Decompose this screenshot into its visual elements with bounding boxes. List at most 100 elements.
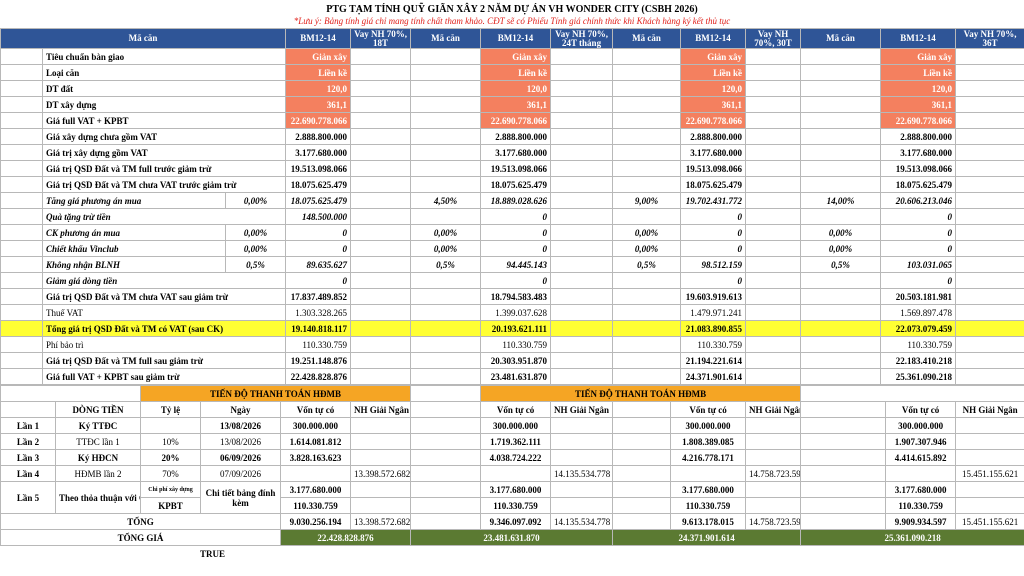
date: 07/09/2026 bbox=[200, 465, 281, 482]
row-label: Thuế VAT bbox=[41, 304, 287, 321]
value: 110.330.759 bbox=[880, 336, 957, 353]
value: 103.031.065 bbox=[880, 256, 957, 273]
value: 19.513.098.066 bbox=[880, 160, 957, 177]
bank-loan bbox=[550, 497, 614, 514]
blank bbox=[550, 160, 614, 177]
rate: KPBT bbox=[140, 497, 201, 514]
column-header: Vốn tự có bbox=[670, 401, 747, 418]
value: 20.503.181.981 bbox=[880, 288, 957, 305]
value: 19.140.818.117 bbox=[285, 320, 352, 337]
own-capital: 300.000.000 bbox=[670, 417, 747, 434]
value: 19.513.098.066 bbox=[480, 160, 552, 177]
column-header: Tỷ lệ bbox=[140, 401, 201, 418]
blank bbox=[955, 112, 1024, 129]
own-capital: 110.330.759 bbox=[280, 497, 351, 514]
value: 21.194.221.614 bbox=[680, 352, 747, 369]
row-number bbox=[0, 288, 43, 305]
rate bbox=[140, 417, 201, 434]
row: Giá full VAT + KPBT sau giảm trừ 22.428.8… bbox=[0, 368, 1024, 385]
blank bbox=[800, 481, 887, 498]
blank bbox=[350, 256, 412, 273]
value: 19.603.919.613 bbox=[680, 288, 747, 305]
value: 0 bbox=[680, 224, 747, 241]
bank-loan: 14.758.723.598 bbox=[745, 465, 802, 482]
row-number bbox=[0, 176, 43, 193]
percent bbox=[612, 176, 682, 193]
percent bbox=[410, 144, 482, 161]
bank-loan: 13.398.572.682 bbox=[349, 513, 412, 530]
row-label: Giá trị QSD Đất và TM full sau giảm trừ bbox=[41, 352, 287, 369]
row-number bbox=[0, 336, 43, 353]
bank-loan: 14.135.534.778 bbox=[550, 465, 614, 482]
percent bbox=[612, 80, 682, 97]
total-label: TỔNG bbox=[0, 513, 281, 530]
header-cell: BM12-14 bbox=[880, 28, 957, 49]
blank bbox=[745, 304, 802, 321]
value: 3.177.680.000 bbox=[680, 144, 747, 161]
value: 0 bbox=[480, 208, 552, 225]
blank bbox=[745, 96, 802, 113]
value: 18.075.625.479 bbox=[480, 176, 552, 193]
bank-loan bbox=[745, 481, 802, 498]
percent: 0,00% bbox=[224, 224, 287, 241]
value: 25.361.090.218 bbox=[880, 368, 957, 385]
percent bbox=[800, 96, 882, 113]
value: 3.177.680.000 bbox=[285, 144, 352, 161]
flow-name: HĐMB lần 2 bbox=[55, 465, 141, 482]
value: 1.399.037.628 bbox=[480, 304, 552, 321]
blank bbox=[612, 417, 672, 434]
header-cell: Vay NH 70%, 24T tháng bbox=[550, 28, 614, 49]
row: Giá xây dựng chưa gồm VAT 2.888.800.000 2.… bbox=[0, 128, 1024, 145]
percent: 0,00% bbox=[800, 240, 882, 257]
bank-loan bbox=[745, 417, 802, 434]
section-title: TIẾN ĐỘ THANH TOÁN HĐMB bbox=[480, 385, 802, 402]
own-capital bbox=[885, 465, 957, 482]
row-label: Giá full VAT + KPBT sau giảm trừ bbox=[41, 368, 287, 385]
blank bbox=[955, 48, 1024, 65]
row-number bbox=[0, 368, 43, 385]
step: Lần 3 bbox=[0, 449, 56, 466]
blank bbox=[612, 481, 672, 498]
value: 0 bbox=[480, 272, 552, 289]
value: 361,1 bbox=[680, 96, 747, 113]
bank-loan: 13.398.572.682 bbox=[349, 465, 412, 482]
blank bbox=[550, 96, 614, 113]
blank bbox=[350, 64, 412, 81]
blank bbox=[410, 401, 482, 418]
percent bbox=[612, 304, 682, 321]
percent bbox=[410, 128, 482, 145]
percent: 14,00% bbox=[800, 192, 882, 209]
bank-loan bbox=[550, 481, 614, 498]
value: 0 bbox=[285, 224, 352, 241]
blank bbox=[410, 417, 482, 434]
value: 98.512.159 bbox=[680, 256, 747, 273]
bank-loan: 15.451.155.621 bbox=[955, 513, 1024, 530]
blank bbox=[350, 192, 412, 209]
row-number bbox=[0, 160, 43, 177]
row-number bbox=[0, 320, 43, 337]
value: 110.330.759 bbox=[480, 336, 552, 353]
percent: 0,00% bbox=[224, 192, 287, 209]
blank bbox=[612, 449, 672, 466]
row-number bbox=[0, 144, 43, 161]
blank bbox=[955, 176, 1024, 193]
value: 120,0 bbox=[480, 80, 552, 97]
blank bbox=[745, 112, 802, 129]
header-cell: Vay NH 70%, 36T bbox=[955, 28, 1024, 49]
own-capital: 110.330.759 bbox=[885, 497, 957, 514]
bank-loan: 15.451.155.621 bbox=[955, 465, 1024, 482]
value: 22.690.778.066 bbox=[680, 112, 747, 129]
row-label: Loại căn bbox=[41, 64, 287, 81]
percent bbox=[612, 128, 682, 145]
percent bbox=[612, 208, 682, 225]
column-header: Ngày bbox=[200, 401, 281, 418]
percent bbox=[612, 336, 682, 353]
blank bbox=[410, 433, 482, 450]
percent bbox=[612, 96, 682, 113]
blank bbox=[350, 160, 412, 177]
percent bbox=[800, 64, 882, 81]
value: Liền kề bbox=[880, 64, 957, 81]
blank bbox=[955, 320, 1024, 337]
percent bbox=[800, 144, 882, 161]
